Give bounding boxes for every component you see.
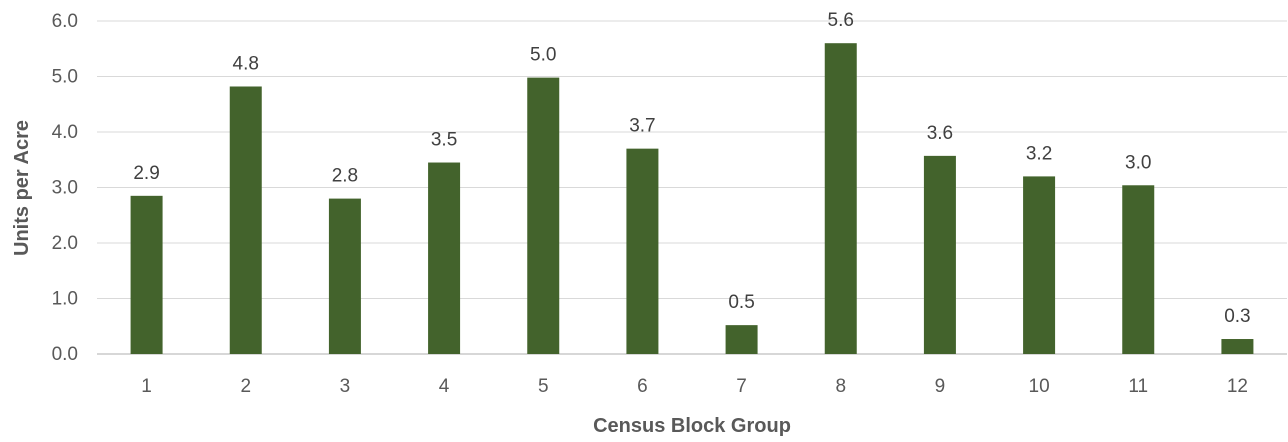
x-tick-label: 12 xyxy=(1227,376,1248,397)
y-tick-label: 2.0 xyxy=(52,233,78,254)
bar xyxy=(725,325,758,354)
y-tick-label: 1.0 xyxy=(52,289,78,310)
data-label: 0.3 xyxy=(1224,306,1250,327)
data-label: 0.5 xyxy=(728,292,754,313)
x-tick-label: 4 xyxy=(439,376,450,397)
data-label: 2.9 xyxy=(133,163,159,184)
data-label: 3.0 xyxy=(1125,152,1151,173)
x-tick-label: 9 xyxy=(935,376,946,397)
bar xyxy=(328,198,361,354)
x-tick-label: 10 xyxy=(1029,376,1050,397)
bar xyxy=(1023,176,1056,354)
data-label: 2.8 xyxy=(332,166,358,187)
bar xyxy=(626,148,659,354)
x-tick-label: 3 xyxy=(340,376,351,397)
bars xyxy=(130,43,1254,355)
y-tick-label: 4.0 xyxy=(52,122,78,143)
y-tick-label: 6.0 xyxy=(52,11,78,32)
bar xyxy=(824,43,857,354)
bar xyxy=(229,86,262,355)
bar xyxy=(1221,339,1254,354)
x-tick-label: 7 xyxy=(736,376,747,397)
data-label: 3.7 xyxy=(629,116,655,137)
x-tick-label: 2 xyxy=(240,376,251,397)
x-tick-label: 6 xyxy=(637,376,648,397)
x-axis-ticks: 1 2 3 4 5 6 7 8 9 10 11 12 xyxy=(141,376,1248,397)
gridlines xyxy=(97,20,1287,355)
data-label: 5.6 xyxy=(828,10,854,31)
data-labels: 2.9 4.8 2.8 3.5 5.0 3.7 0.5 5.6 3.6 3.2 3.0 0.3 xyxy=(133,10,1250,327)
data-label: 5.0 xyxy=(530,45,556,66)
data-label: 3.6 xyxy=(927,123,953,144)
y-axis-ticks: 0.0 1.0 2.0 3.0 4.0 5.0 6.0 xyxy=(52,11,78,365)
x-tick-label: 5 xyxy=(538,376,549,397)
bar xyxy=(527,77,560,355)
x-tick-label: 11 xyxy=(1128,376,1148,397)
bar xyxy=(923,155,956,354)
bar xyxy=(428,162,461,354)
y-axis-title: Units per Acre xyxy=(11,120,33,256)
x-tick-label: 8 xyxy=(835,376,846,397)
data-label: 3.2 xyxy=(1026,143,1052,164)
bar xyxy=(130,195,163,354)
data-label: 3.5 xyxy=(431,130,457,151)
bar xyxy=(1122,185,1155,354)
data-label: 4.8 xyxy=(233,53,259,74)
y-tick-label: 0.0 xyxy=(52,344,78,365)
x-axis-title: Census Block Group xyxy=(593,415,791,437)
y-tick-label: 5.0 xyxy=(52,67,78,88)
x-tick-label: 1 xyxy=(141,376,152,397)
y-tick-label: 3.0 xyxy=(52,178,78,199)
